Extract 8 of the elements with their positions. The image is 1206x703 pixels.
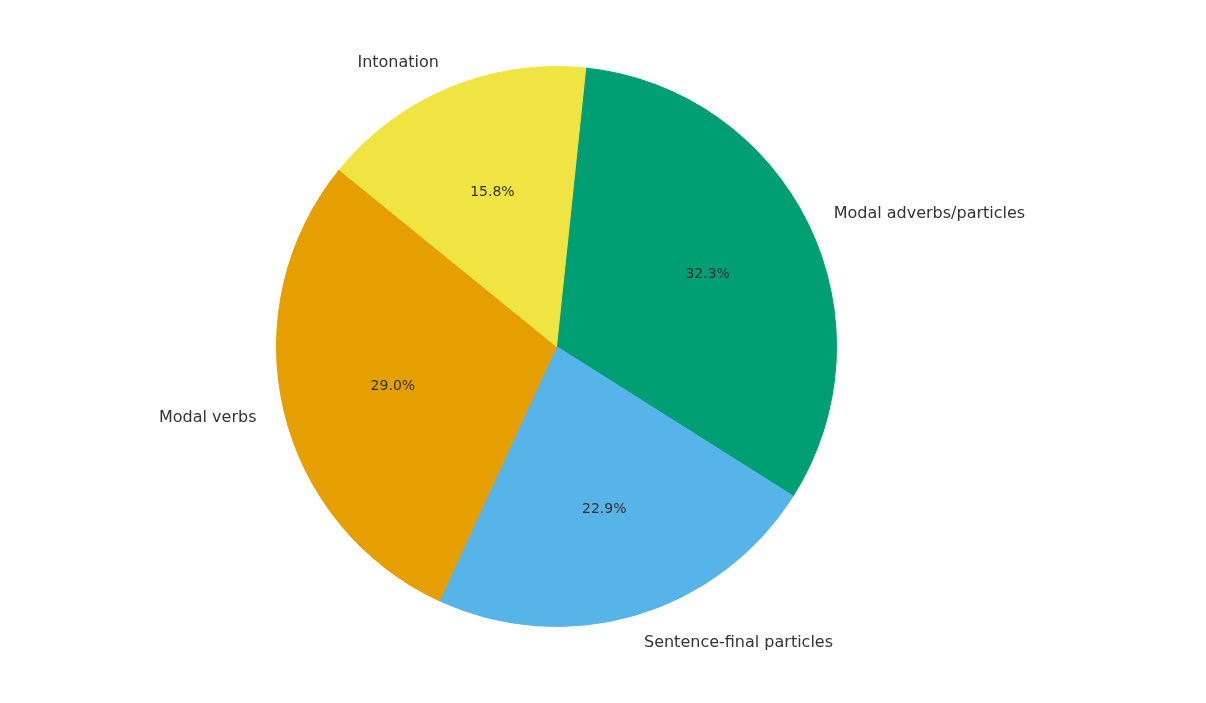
data-label: 22.9%	[581, 499, 627, 516]
data-label: 29.0%	[370, 376, 416, 393]
data-label: 32.3%	[685, 265, 730, 282]
slice-label: Modal adverbs/particles	[833, 202, 1026, 222]
slice-label: Modal verbs	[159, 406, 257, 426]
slice-label: Sentence-final particles	[643, 632, 834, 652]
slice-label: Intonation	[357, 52, 439, 72]
data-label: 15.8%	[470, 183, 515, 200]
